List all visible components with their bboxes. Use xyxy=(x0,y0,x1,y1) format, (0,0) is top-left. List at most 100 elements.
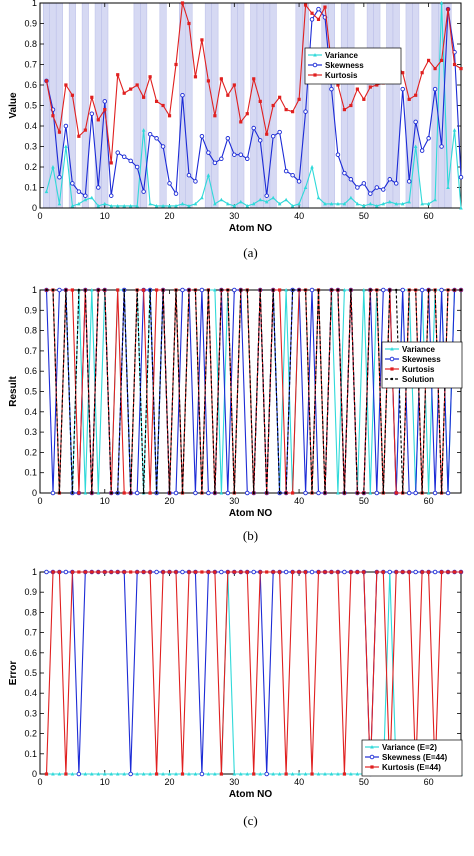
data-point xyxy=(419,148,425,153)
data-point xyxy=(96,118,100,122)
data-point xyxy=(181,491,184,495)
data-point xyxy=(245,772,250,776)
data-point xyxy=(407,288,411,292)
legend-label: Skewness xyxy=(325,61,364,70)
data-point xyxy=(369,288,372,292)
data-point xyxy=(239,288,242,292)
data-point xyxy=(135,570,139,574)
data-point xyxy=(303,490,308,496)
data-point xyxy=(349,195,353,200)
data-point xyxy=(316,490,321,496)
data-point xyxy=(433,67,437,71)
y-tick-label: 0.3 xyxy=(24,427,37,437)
data-point xyxy=(115,203,120,208)
data-point xyxy=(180,92,185,98)
data-point xyxy=(103,108,107,112)
data-point xyxy=(252,77,256,81)
data-point xyxy=(148,772,152,776)
data-point xyxy=(342,170,347,176)
shaded-band xyxy=(179,2,186,209)
data-point xyxy=(265,570,269,574)
data-point xyxy=(206,490,211,496)
data-point xyxy=(57,570,62,574)
data-point xyxy=(414,93,418,97)
data-point xyxy=(161,203,165,208)
data-point xyxy=(180,287,185,293)
data-point xyxy=(161,103,165,108)
data-point xyxy=(90,195,94,200)
y-tick-label: 0 xyxy=(32,488,37,498)
data-point xyxy=(303,185,308,189)
data-point xyxy=(103,570,107,574)
data-point xyxy=(122,491,126,495)
chart-panel-3: 00.10.20.30.40.50.60.70.80.910 10 20 30 40 50… xyxy=(8,567,464,828)
data-point xyxy=(381,287,386,293)
data-point xyxy=(76,771,82,777)
data-point xyxy=(413,144,418,148)
data-point xyxy=(387,177,393,182)
data-point xyxy=(271,772,275,776)
data-point xyxy=(329,201,334,206)
data-point xyxy=(278,95,282,99)
data-point xyxy=(212,160,218,166)
data-point xyxy=(147,131,153,137)
panel-label: (a) xyxy=(243,245,257,260)
data-point xyxy=(374,185,380,190)
data-point xyxy=(297,288,301,292)
data-point xyxy=(270,133,276,139)
data-point xyxy=(439,1,444,5)
data-point xyxy=(323,201,327,206)
data-point xyxy=(406,490,412,496)
y-tick-label: 0.2 xyxy=(24,729,37,739)
data-point xyxy=(96,203,101,208)
data-point xyxy=(154,772,159,776)
data-point xyxy=(297,570,301,574)
data-point xyxy=(336,772,340,776)
shaded-band xyxy=(412,2,420,209)
y-tick-label: 0.6 xyxy=(24,648,37,658)
legend-marker xyxy=(312,62,318,68)
data-point xyxy=(122,91,126,95)
data-point xyxy=(57,287,62,293)
data-point xyxy=(355,201,360,206)
data-point xyxy=(362,97,366,101)
data-point xyxy=(128,771,133,777)
data-point xyxy=(109,772,114,776)
data-point xyxy=(200,491,204,495)
data-point xyxy=(342,288,347,292)
data-point xyxy=(44,772,49,776)
data-point xyxy=(387,199,392,204)
data-point xyxy=(173,191,179,196)
y-tick-label: 0.8 xyxy=(24,607,37,617)
data-point xyxy=(309,17,315,22)
data-point xyxy=(245,570,249,574)
x-tick-label: 60 xyxy=(424,777,434,787)
data-point xyxy=(44,189,49,194)
data-point xyxy=(427,570,431,574)
y-tick-label: 0.1 xyxy=(24,468,37,478)
data-point xyxy=(64,144,68,148)
y-tick-label: 0.7 xyxy=(24,60,37,70)
shaded-band xyxy=(94,2,102,209)
data-point xyxy=(446,570,450,574)
x-tick-label: 50 xyxy=(359,211,369,221)
legend-box xyxy=(304,47,402,85)
data-point xyxy=(258,99,262,103)
legend-marker xyxy=(390,347,394,351)
data-point xyxy=(283,569,289,575)
data-point xyxy=(381,187,386,192)
data-point xyxy=(123,288,126,292)
data-point xyxy=(206,772,211,776)
shaded-band xyxy=(81,2,89,209)
data-point xyxy=(71,491,74,495)
data-point xyxy=(187,288,191,292)
y-tick-label: 0.2 xyxy=(24,162,37,172)
data-point xyxy=(452,570,457,574)
data-point xyxy=(284,491,288,495)
data-point xyxy=(57,174,62,180)
data-point xyxy=(83,491,88,495)
legend-marker xyxy=(370,765,374,769)
data-point xyxy=(259,288,262,292)
